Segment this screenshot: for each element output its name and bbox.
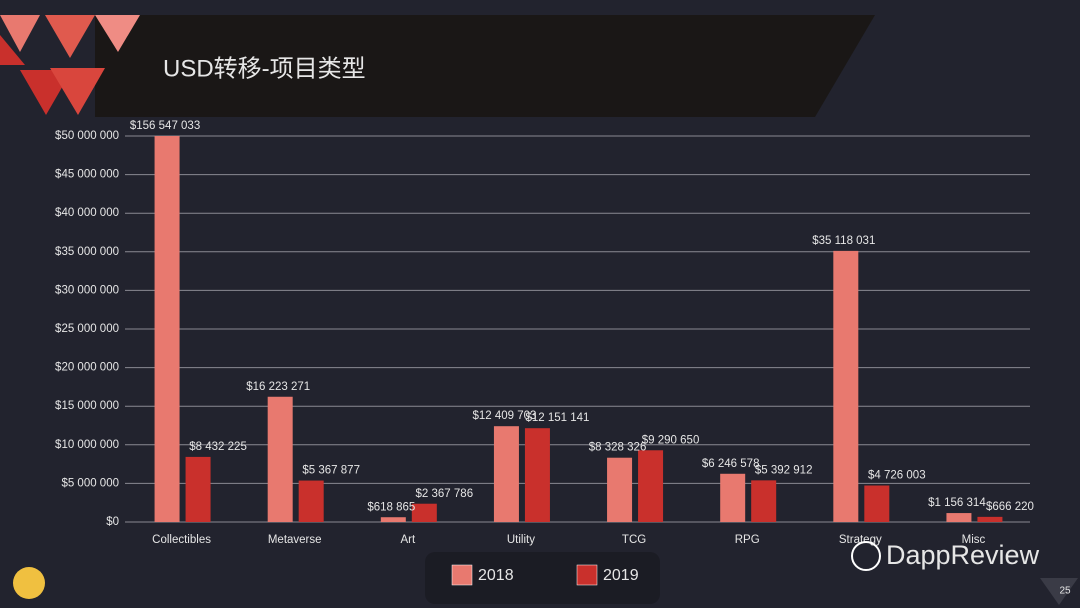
bar (185, 456, 211, 522)
bar (493, 426, 519, 522)
x-tick-label: RPG (735, 534, 760, 546)
deco (0, 15, 40, 52)
x-tick-label: Metaverse (268, 534, 322, 546)
wechat-icon (851, 541, 881, 571)
title-banner (95, 15, 875, 117)
bar (751, 480, 777, 522)
value-label: $9 290 650 (642, 434, 700, 446)
value-label: $666 220 (986, 501, 1034, 513)
y-tick-label: $5 000 000 (61, 477, 119, 489)
bar (833, 250, 859, 522)
y-tick-label: $50 000 000 (55, 130, 119, 142)
value-label: $8 432 225 (189, 441, 247, 453)
bar (524, 428, 550, 522)
value-label: $5 392 912 (755, 464, 813, 476)
y-tick-label: $35 000 000 (55, 246, 119, 258)
legend (425, 552, 660, 604)
y-tick-label: $25 000 000 (55, 323, 119, 335)
y-tick-label: $10 000 000 (55, 439, 119, 451)
x-tick-label: Collectibles (152, 534, 211, 546)
legend-swatch (576, 564, 598, 586)
deco (0, 35, 25, 65)
bar (607, 457, 633, 522)
bar (154, 136, 180, 522)
value-label: $4 726 003 (868, 470, 926, 482)
value-label: $12 409 703 (472, 410, 536, 422)
value-label: $156 547 033 (130, 120, 200, 132)
bar (380, 517, 406, 522)
deco (95, 15, 140, 52)
logo (13, 567, 45, 599)
y-tick-label: $45 000 000 (55, 169, 119, 181)
x-tick-label: TCG (622, 534, 646, 546)
value-label: $12 151 141 (525, 412, 589, 424)
bar (267, 396, 293, 522)
legend-items: 2018 2019 (451, 564, 639, 586)
value-label: $35 118 031 (812, 235, 875, 247)
legend-swatch (451, 564, 473, 586)
y-tick-label: $30 000 000 (55, 284, 119, 296)
value-label: $6 246 578 (702, 458, 760, 470)
bar (864, 485, 890, 522)
y-tick-label: $0 (106, 516, 119, 528)
legend-label: 2019 (603, 567, 639, 584)
bars (154, 136, 1003, 522)
value-label: $5 367 877 (302, 465, 360, 477)
deco (1040, 578, 1078, 605)
y-tick-label: $40 000 000 (55, 207, 119, 219)
bar (411, 503, 437, 522)
watermark: DappReview (886, 540, 1040, 570)
value-label: $16 223 271 (246, 381, 310, 393)
deco (50, 68, 105, 115)
labels: Collectibles $156 547 033 $8 432 225 Metave… (130, 120, 1034, 546)
y-tick-label: $15 000 000 (55, 400, 119, 412)
x-tick-label: Utility (507, 534, 535, 546)
bar (977, 516, 1003, 522)
value-label: $2 367 786 (416, 488, 474, 500)
legend-label: 2018 (478, 567, 514, 584)
deco (45, 15, 95, 58)
bar (720, 473, 746, 522)
chart-title: USD转移-项目类型 (163, 55, 366, 82)
x-tick-label: Misc (962, 534, 986, 546)
value-label: $8 328 326 (589, 442, 647, 454)
bar (298, 480, 324, 522)
value-label: $1 156 314 (928, 497, 986, 509)
page-number: 25 (1059, 586, 1071, 597)
bar (638, 450, 664, 522)
bar (946, 513, 972, 522)
y-tick-label: $20 000 000 (55, 362, 119, 374)
value-label: $618 865 (367, 501, 415, 513)
x-tick-label: Art (400, 534, 416, 546)
